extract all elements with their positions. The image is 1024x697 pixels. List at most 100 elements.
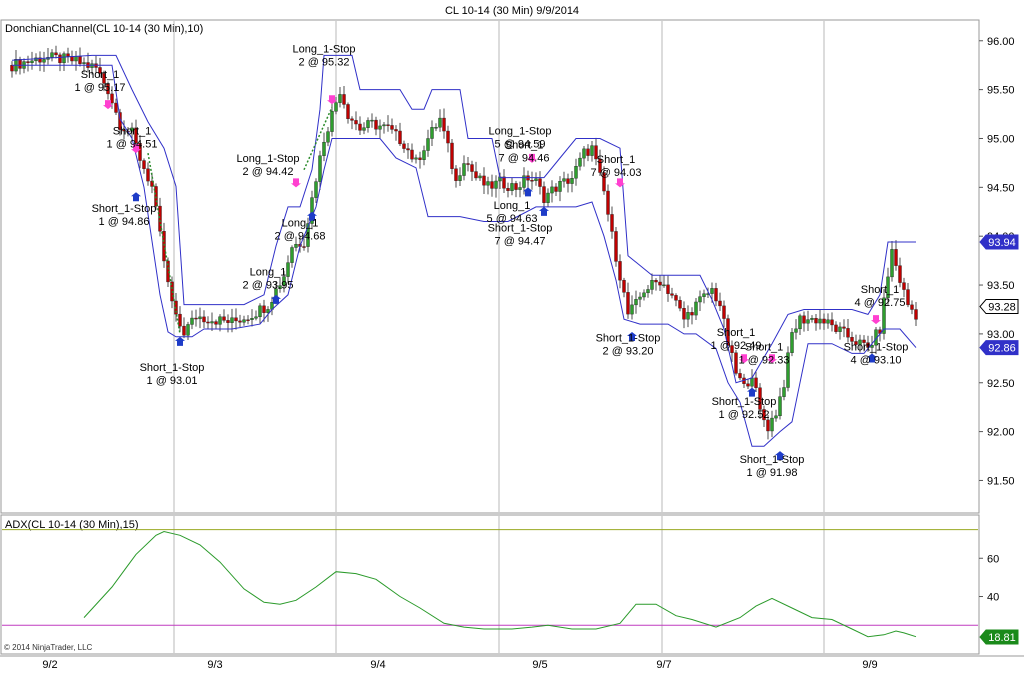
candle-body <box>182 325 186 336</box>
price-pane[interactable]: DonchianChannel(CL 10-14 (30 Min),10) <box>0 19 980 514</box>
candle-body <box>654 280 658 283</box>
buy-arrow-icon <box>867 353 877 363</box>
trade-annotation-label: 5 @ 94.59 <box>495 139 546 151</box>
candle-body <box>102 73 106 84</box>
candle-body <box>818 318 822 324</box>
candle-body <box>770 417 774 432</box>
sell-arrow-icon <box>103 100 113 110</box>
trade-annotation-label: 1 @ 94.86 <box>99 216 150 228</box>
candle-body <box>630 304 634 315</box>
candle-body <box>746 383 750 387</box>
candle-body <box>722 305 726 319</box>
candle-body <box>290 247 294 263</box>
candle-body <box>638 296 642 300</box>
trade-annotation-label: 2 @ 94.42 <box>243 166 294 178</box>
candle-body <box>450 142 454 169</box>
candle-body <box>766 419 770 432</box>
price-axis-tick-label: 94.50 <box>987 182 1015 194</box>
candle-body <box>186 324 190 336</box>
trade-annotation-label: Short_1 <box>505 139 544 151</box>
sell-arrow-icon <box>131 144 141 154</box>
candle-body <box>422 150 426 160</box>
candle-body <box>310 197 314 224</box>
trade-annotation-label: Short_1-Stop <box>712 396 777 408</box>
candle-body <box>414 157 418 160</box>
candle-body <box>658 281 662 286</box>
candle-body <box>354 120 358 125</box>
candle-body <box>346 104 350 120</box>
candle-body <box>306 223 310 247</box>
trade-annotation-label: Long_1 <box>250 266 287 278</box>
candle-body <box>794 328 798 333</box>
candle-body <box>702 293 706 297</box>
candle-body <box>158 205 162 232</box>
trade-annotation-label: 7 @ 94.03 <box>591 167 642 179</box>
trade-annotation-label: Short_1 <box>113 126 152 138</box>
buy-arrow-icon <box>747 387 757 397</box>
candle-body <box>626 292 630 315</box>
candle-body <box>394 129 398 132</box>
candle-body <box>698 296 702 303</box>
trade-annotation-label: Short_1-Stop <box>140 362 205 374</box>
candle-body <box>514 183 518 190</box>
candle-body <box>74 56 78 62</box>
trade-annotation-label: 1 @ 92.52 <box>719 409 770 421</box>
candle-body <box>554 186 558 192</box>
candle-body <box>546 192 550 203</box>
candle-body <box>462 163 466 176</box>
candle-body <box>854 341 858 345</box>
candle-body <box>62 53 66 64</box>
candle-body <box>622 279 626 293</box>
candle-body <box>870 345 874 348</box>
candle-body <box>350 118 354 121</box>
candle-body <box>826 319 830 324</box>
candle-body <box>882 297 886 334</box>
candle-body <box>750 377 754 387</box>
candle-body <box>786 352 790 388</box>
candle-body <box>210 321 214 324</box>
candle-body <box>906 289 910 306</box>
price-axis-tick-label: 93.00 <box>987 329 1015 341</box>
candle-body <box>518 187 522 190</box>
price-badge <box>979 234 1019 250</box>
candle-body <box>486 181 490 186</box>
candle-body <box>910 304 914 310</box>
trade-annotation-label: Long_1 <box>282 217 319 229</box>
candle-body <box>402 143 406 149</box>
adx-pane[interactable]: ADX(CL 10-14 (30 Min),15) © 2014 NinjaTr… <box>0 514 980 655</box>
adx-pane-frame <box>0 514 980 655</box>
candle-body <box>550 186 554 194</box>
candle-body <box>234 317 238 322</box>
candle-body <box>886 276 890 299</box>
candle-body <box>246 319 250 321</box>
buy-arrow-icon <box>175 336 185 346</box>
candle-body <box>902 282 906 290</box>
candle-body <box>262 305 266 313</box>
trade-annotation-label: Short_1-Stop <box>844 342 909 354</box>
candle-body <box>78 56 82 64</box>
trade-annotation-label: Short_1 <box>861 284 900 296</box>
price-badge <box>979 299 1019 315</box>
candle-body <box>238 320 242 323</box>
candle-body <box>446 130 450 144</box>
trade-annotation-label: 2 @ 93.95 <box>243 279 294 291</box>
trade-annotation-label: 5 @ 94.63 <box>487 213 538 225</box>
time-axis-tick-label: 9/2 <box>42 659 57 671</box>
candle-body <box>278 285 282 289</box>
candle-body <box>682 308 686 320</box>
candle-body <box>218 316 222 325</box>
candle-body <box>10 64 14 72</box>
copyright-text: © 2014 NinjaTrader, LLC <box>4 643 93 652</box>
trade-annotation-label: 1 @ 92.49 <box>711 340 762 352</box>
candle-body <box>562 178 566 182</box>
candle-body <box>266 309 270 313</box>
candle-body <box>530 180 534 182</box>
price-badge-label: 93.94 <box>988 237 1016 249</box>
candle-body <box>730 345 734 353</box>
candle-body <box>642 292 646 298</box>
trade-annotation-label: 1 @ 95.17 <box>75 82 126 94</box>
candle-body <box>66 53 70 57</box>
candle-body <box>754 377 758 388</box>
candle-body <box>822 318 826 324</box>
candle-body <box>326 131 330 143</box>
